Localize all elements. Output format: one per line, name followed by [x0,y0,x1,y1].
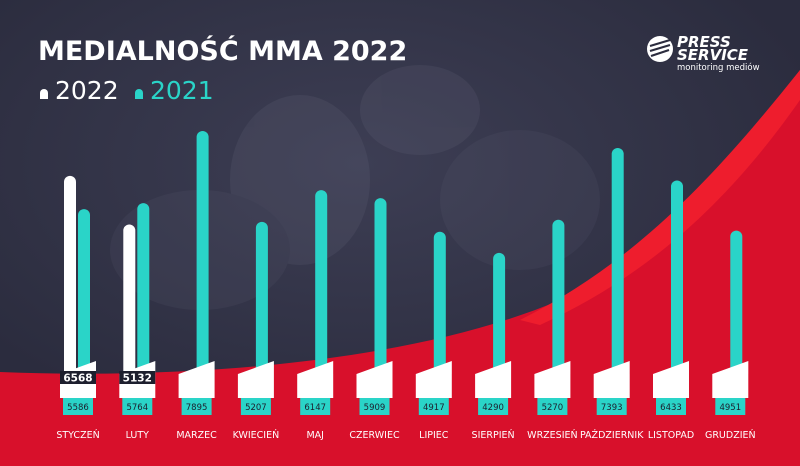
value-tag-2021-4 [300,398,331,415]
value-box-9 [593,361,630,398]
bar-2021-8 [552,219,565,398]
bar-2021-3 [255,221,268,398]
category-label-9: PAŹDZIERNIK [580,429,644,441]
value-label-2021-9: 7393 [601,403,623,413]
value-label-2022-0: 6568 [63,373,92,385]
value-tag-2021-2 [181,398,212,415]
value-tag-2022-0 [60,371,96,384]
value-box-10 [653,361,689,398]
legend-label-2022: 2022 [55,76,119,105]
value-label-2021-10: 6433 [660,403,682,413]
logo-tagline: monitoring mediów [677,62,760,73]
value-tag-2021-6 [418,398,449,415]
value-tag-2021-11 [715,398,746,415]
value-label-2021-7: 4290 [482,403,504,413]
bar-2021-5 [374,198,387,398]
category-label-10: LISTOPAD [648,430,694,441]
legend-swatch-2021 [135,89,143,99]
bar-2021-6 [433,231,446,398]
value-box-8 [534,361,571,398]
legend-swatch-2022 [40,89,48,99]
value-tag-2021-5 [359,398,390,415]
value-tag-2021-7 [478,398,509,415]
value-label-2021-0: 5586 [67,403,89,413]
bar-2022-0 [64,175,76,398]
category-label-0: STYCZEŃ [56,429,99,441]
value-label-2021-5: 5909 [364,403,386,413]
bar-2021-10 [671,180,683,398]
category-label-6: LIPIEC [419,430,449,441]
bar-2021-0 [78,209,90,398]
value-box-4 [297,361,334,398]
legend-label-2021: 2021 [150,76,214,105]
category-label-8: WRZESIEŃ [527,429,577,441]
category-label-3: KWIECIEŃ [233,429,280,441]
category-label-2: MARZEC [176,430,217,441]
value-tag-2022-1 [119,371,156,384]
value-box-5 [356,361,393,398]
category-label-4: MAJ [306,430,324,441]
value-tag-2021-8 [537,398,568,415]
bar-2021-11 [730,230,743,398]
value-box-2 [178,361,215,398]
value-label-2021-11: 4951 [719,403,741,413]
red-swoosh [0,70,800,466]
value-label-2021-3: 5207 [245,403,267,413]
legend: 2022 2021 [40,76,214,105]
bar-2021-9 [611,147,624,398]
value-label-2021-8: 5270 [542,403,564,413]
value-label-2021-2: 7895 [186,403,208,413]
value-tag-2021-10 [656,398,686,415]
bar-2021-7 [493,252,506,398]
value-label-2022-1: 5132 [123,373,152,385]
value-box-6 [415,361,452,398]
category-label-7: SIERPIEŃ [472,429,515,441]
logo-line2: SERVICE [677,46,749,64]
value-tag-2021-3 [240,398,271,415]
press-service-logo: PRESS SERVICE monitoring mediów [647,33,760,73]
chart-title: MEDIALNOŚĆ MMA 2022 [38,35,407,67]
category-label-5: CZERWIEC [349,430,400,441]
bar-2021-2 [196,131,209,398]
value-label-2021-4: 6147 [304,403,326,413]
category-label-11: GRUDZIEŃ [705,429,756,441]
value-label-2021-1: 5764 [126,403,148,413]
value-tag-2021-1 [122,398,153,415]
value-tag-2021-0 [63,398,93,415]
value-box-3 [237,361,274,398]
value-label-2021-6: 4917 [423,403,445,413]
logo-line1: PRESS [677,33,731,51]
bar-2021-1 [137,203,150,398]
bars-group: 6568 5586 STYCZEŃ 5132 5764 LUTY 7895 MARZEC 520… [56,131,756,441]
value-box-11 [712,361,749,398]
value-box-7 [475,361,512,398]
value-tag-2021-9 [596,398,627,415]
bar-2022-1 [123,224,136,398]
bar-2021-4 [315,190,328,398]
category-label-1: LUTY [126,430,150,441]
